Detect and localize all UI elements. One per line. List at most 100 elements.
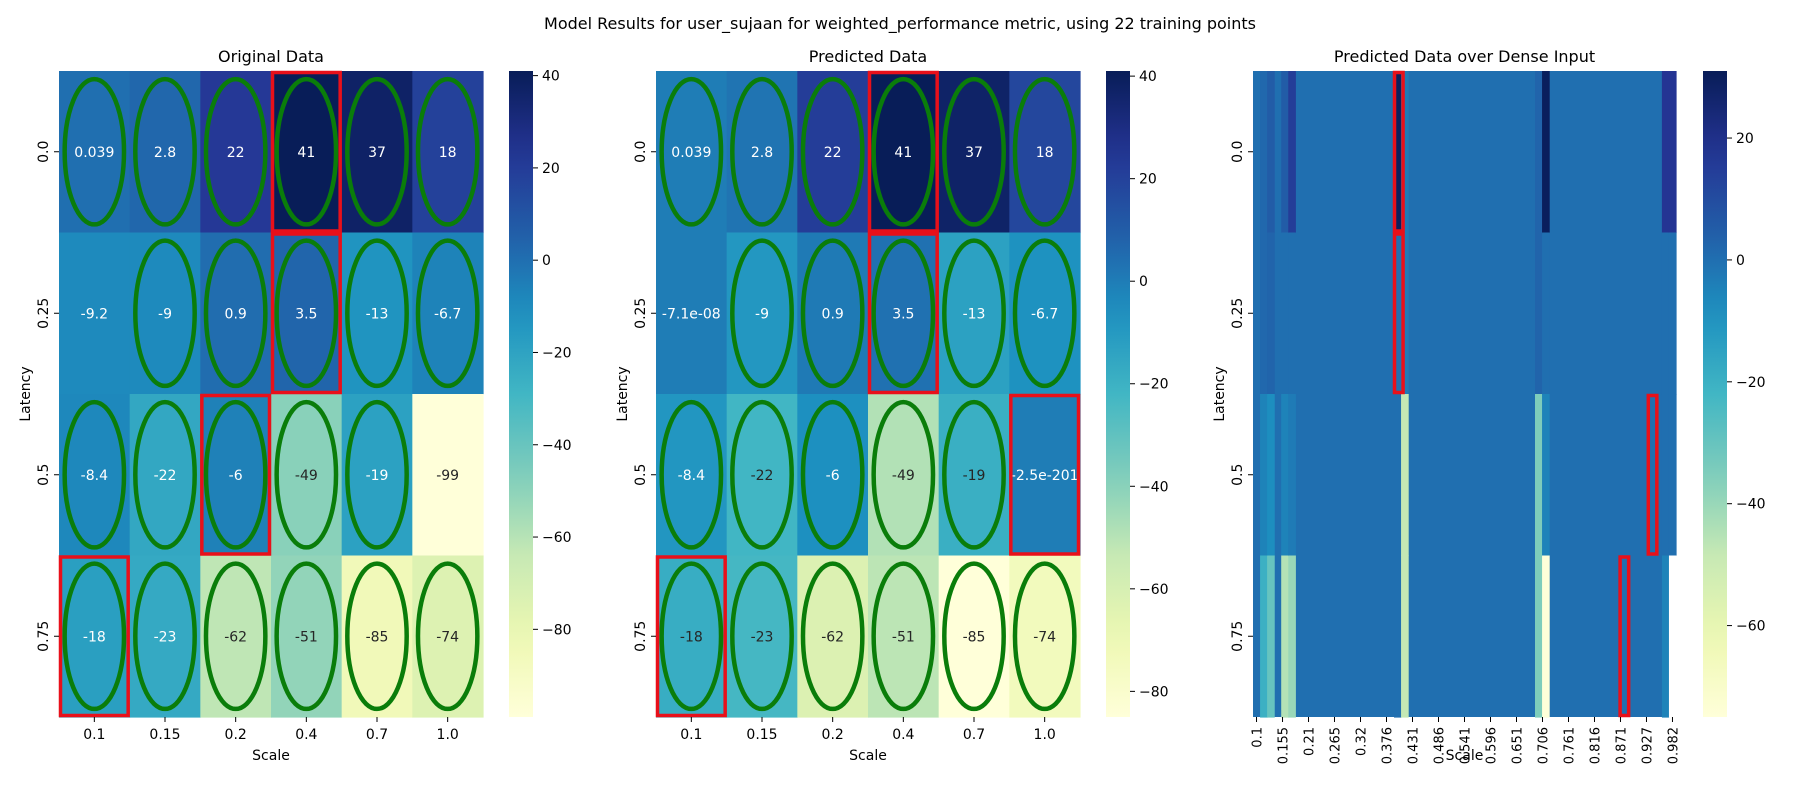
heatmap-cell (1267, 394, 1275, 557)
green-ellipse (203, 76, 268, 227)
heatmap-cell (59, 71, 131, 234)
colorbar-tick-label: −60 (1736, 619, 1766, 635)
cell-value: -49 (892, 468, 915, 484)
cell-value: -18 (83, 629, 106, 645)
y-axis-label: Latency (1212, 366, 1228, 421)
heatmap-cell (1009, 394, 1081, 557)
cell-value: -6.7 (434, 306, 461, 322)
heatmap-cell (1401, 71, 1409, 234)
heatmap-cell (938, 555, 1010, 718)
heatmap-cell (1535, 394, 1543, 557)
x-tick-label: 0.32 (1355, 727, 1370, 756)
green-ellipse (1012, 238, 1077, 389)
heatmap-cell (656, 232, 728, 395)
colorbar-tick-label: 20 (1736, 131, 1754, 147)
cell-value: -8.4 (81, 468, 108, 484)
heatmap-cell (1260, 394, 1268, 557)
cell-value: -22 (751, 468, 774, 484)
colorbar-tick-label: 40 (1139, 69, 1157, 85)
green-ellipse (942, 561, 1006, 712)
green-ellipse (659, 76, 724, 227)
green-ellipse (730, 76, 794, 227)
y-tick-label: 0.0 (1230, 141, 1246, 163)
heatmap-cell (59, 555, 131, 718)
heatmap-predicted-data: 0.039 2.8 22 41 37 18 -7.1e-08 -9 0.9 3.5 -13 -6.7 -… (615, 47, 1169, 764)
colorbar-tick-label: 20 (1139, 172, 1157, 188)
heatmap-cell (938, 71, 1010, 234)
cell-value: -51 (892, 629, 915, 645)
heatmap-cell (1401, 394, 1409, 557)
heatmap-cell (868, 394, 940, 557)
red-highlight-box (200, 393, 272, 556)
x-tick-label: 0.7 (963, 727, 985, 743)
cell-value: -23 (154, 629, 177, 645)
cell-value: -8.4 (678, 468, 705, 484)
cell-value: 0.9 (225, 306, 247, 322)
cell-value: 37 (965, 145, 983, 161)
y-tick-label: 0.5 (633, 464, 649, 486)
y-tick-label: 0.25 (36, 298, 52, 329)
cell-value: -85 (366, 629, 389, 645)
colorbar-tick-label: 40 (542, 69, 560, 85)
cell-value: 18 (439, 145, 457, 161)
heatmap-cell (726, 394, 798, 557)
x-tick-label: 0.4 (295, 727, 317, 743)
y-tick-label: 0.0 (633, 141, 649, 163)
green-ellipse (659, 399, 724, 550)
green-ellipse (415, 561, 480, 712)
green-ellipse (800, 399, 865, 550)
colorbar-tick-label: −40 (1139, 479, 1169, 495)
x-tick-label: 0.486 (1433, 727, 1448, 764)
x-tick-label: 0.431 (1407, 727, 1422, 764)
x-tick-label: 0.2 (225, 727, 247, 743)
heatmap-cell (656, 555, 728, 718)
x-tick-label: 1.0 (1034, 727, 1056, 743)
heatmap-cell (1668, 555, 1677, 718)
heatmap-cell (341, 394, 413, 557)
cell-value: 22 (824, 145, 842, 161)
red-highlight-box (867, 232, 939, 395)
cell-value: -6 (229, 468, 243, 484)
colorbar-tick-label: −60 (1139, 582, 1169, 598)
green-ellipse (871, 399, 936, 550)
x-tick-label: 0.1 (680, 727, 702, 743)
heatmap-dense-prediction: 0.1 0.155 0.21 0.265 0.32 0.376 0.431 0.486 0.54… (1212, 47, 1766, 764)
heatmap-cell (1668, 394, 1677, 557)
heatmap-cell (341, 232, 413, 395)
heatmap-cell (868, 71, 940, 234)
x-axis-label: Scale (1446, 748, 1484, 764)
heatmap-cell (1661, 71, 1670, 234)
cell-value: -6.7 (1031, 306, 1058, 322)
green-ellipse (415, 76, 480, 227)
heatmap-cell (1281, 71, 1289, 234)
cell-value: 41 (297, 145, 315, 161)
cell-value: -9.2 (81, 306, 108, 322)
colorbar-tick-label: −40 (1736, 497, 1766, 513)
green-ellipse (274, 561, 339, 712)
heatmap-cell (1009, 232, 1081, 395)
green-ellipse (871, 238, 936, 389)
panel-title: Predicted Data over Dense Input (1334, 47, 1595, 66)
x-tick-label: 0.541 (1459, 727, 1474, 764)
cell-value: -74 (1033, 629, 1056, 645)
heatmap-cell (341, 71, 413, 234)
cell-value: -62 (821, 629, 844, 645)
heatmap-cell (271, 555, 343, 718)
green-ellipse (133, 561, 197, 712)
heatmap-cell (1260, 71, 1268, 234)
x-tick-label: 0.4 (892, 727, 914, 743)
y-tick-label: 0.75 (633, 621, 649, 652)
green-ellipse (133, 399, 197, 550)
heatmap-cell (797, 232, 869, 395)
cell-value: -6 (826, 468, 840, 484)
x-tick-label: 1.0 (437, 727, 459, 743)
heatmap-cell (200, 394, 272, 557)
green-ellipse (345, 399, 409, 550)
heatmap-cell (1668, 232, 1677, 395)
y-axis-label: Latency (615, 366, 631, 421)
x-tick-label: 0.982 (1666, 727, 1681, 764)
colorbar-tick-label: −20 (1139, 377, 1169, 393)
green-ellipse (203, 399, 268, 550)
heatmap-cell (271, 232, 343, 395)
cell-value: 0.039 (74, 145, 114, 161)
